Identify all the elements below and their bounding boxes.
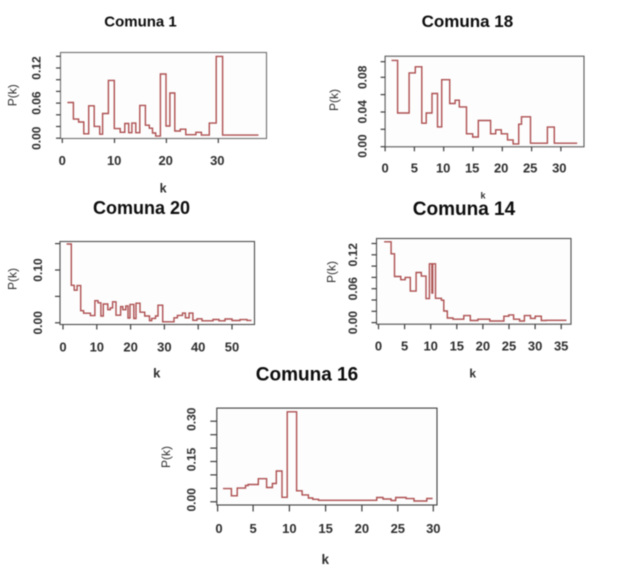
svg-text:5: 5 bbox=[411, 161, 418, 176]
svg-text:k: k bbox=[322, 552, 330, 567]
svg-text:20: 20 bbox=[123, 340, 137, 355]
svg-text:5: 5 bbox=[249, 521, 256, 536]
svg-text:k: k bbox=[153, 366, 161, 381]
svg-text:0: 0 bbox=[215, 521, 222, 536]
svg-text:10: 10 bbox=[282, 521, 296, 536]
svg-text:50: 50 bbox=[225, 340, 239, 355]
svg-text:Comuna 16: Comuna 16 bbox=[256, 365, 358, 386]
svg-text:0.08: 0.08 bbox=[356, 65, 370, 89]
svg-text:P(k): P(k) bbox=[159, 446, 173, 468]
svg-text:20: 20 bbox=[355, 521, 369, 536]
svg-text:Comuna 14: Comuna 14 bbox=[413, 199, 516, 220]
svg-text:25: 25 bbox=[391, 521, 405, 536]
svg-text:0.12: 0.12 bbox=[346, 243, 360, 267]
svg-text:P(k): P(k) bbox=[6, 268, 20, 290]
svg-text:20: 20 bbox=[494, 161, 508, 176]
svg-text:P(k): P(k) bbox=[325, 261, 339, 283]
svg-text:30: 30 bbox=[157, 340, 171, 355]
svg-text:15: 15 bbox=[450, 339, 464, 354]
svg-text:10: 10 bbox=[107, 153, 121, 168]
svg-text:0: 0 bbox=[59, 340, 66, 355]
svg-text:0.00: 0.00 bbox=[346, 311, 360, 335]
svg-text:0.06: 0.06 bbox=[346, 277, 360, 301]
svg-text:0.12: 0.12 bbox=[30, 56, 44, 80]
svg-text:20: 20 bbox=[476, 339, 490, 354]
svg-text:30: 30 bbox=[528, 339, 542, 354]
svg-text:5: 5 bbox=[401, 339, 408, 354]
svg-text:0.30: 0.30 bbox=[185, 407, 199, 431]
svg-text:30: 30 bbox=[210, 153, 224, 168]
svg-text:0.15: 0.15 bbox=[185, 447, 199, 471]
svg-text:25: 25 bbox=[523, 161, 537, 176]
svg-text:20: 20 bbox=[158, 153, 172, 168]
svg-text:Comuna 1: Comuna 1 bbox=[104, 14, 177, 31]
svg-text:0.00: 0.00 bbox=[30, 126, 44, 150]
svg-text:0.00: 0.00 bbox=[31, 311, 45, 335]
svg-text:10: 10 bbox=[423, 339, 437, 354]
svg-text:P(k): P(k) bbox=[327, 89, 341, 111]
svg-text:k: k bbox=[469, 367, 476, 381]
svg-text:k: k bbox=[160, 182, 167, 196]
svg-text:0: 0 bbox=[375, 339, 382, 354]
svg-text:P(k): P(k) bbox=[6, 84, 20, 106]
svg-text:0.04: 0.04 bbox=[356, 100, 370, 124]
svg-text:0: 0 bbox=[381, 161, 388, 176]
svg-text:Comuna 20: Comuna 20 bbox=[93, 198, 190, 218]
svg-text:Comuna 18: Comuna 18 bbox=[422, 12, 514, 31]
svg-text:0: 0 bbox=[59, 153, 66, 168]
svg-text:10: 10 bbox=[90, 340, 104, 355]
svg-text:40: 40 bbox=[191, 340, 205, 355]
svg-text:15: 15 bbox=[465, 161, 479, 176]
svg-text:10: 10 bbox=[436, 161, 450, 176]
svg-text:k: k bbox=[480, 191, 486, 201]
svg-text:35: 35 bbox=[554, 339, 568, 354]
svg-text:30: 30 bbox=[552, 161, 566, 176]
svg-text:30: 30 bbox=[426, 521, 440, 536]
svg-text:0.00: 0.00 bbox=[185, 488, 199, 512]
svg-text:0.10: 0.10 bbox=[31, 258, 45, 282]
svg-text:25: 25 bbox=[502, 339, 516, 354]
svg-text:15: 15 bbox=[318, 521, 332, 536]
svg-text:0.06: 0.06 bbox=[30, 91, 44, 115]
svg-text:0.00: 0.00 bbox=[356, 134, 370, 158]
